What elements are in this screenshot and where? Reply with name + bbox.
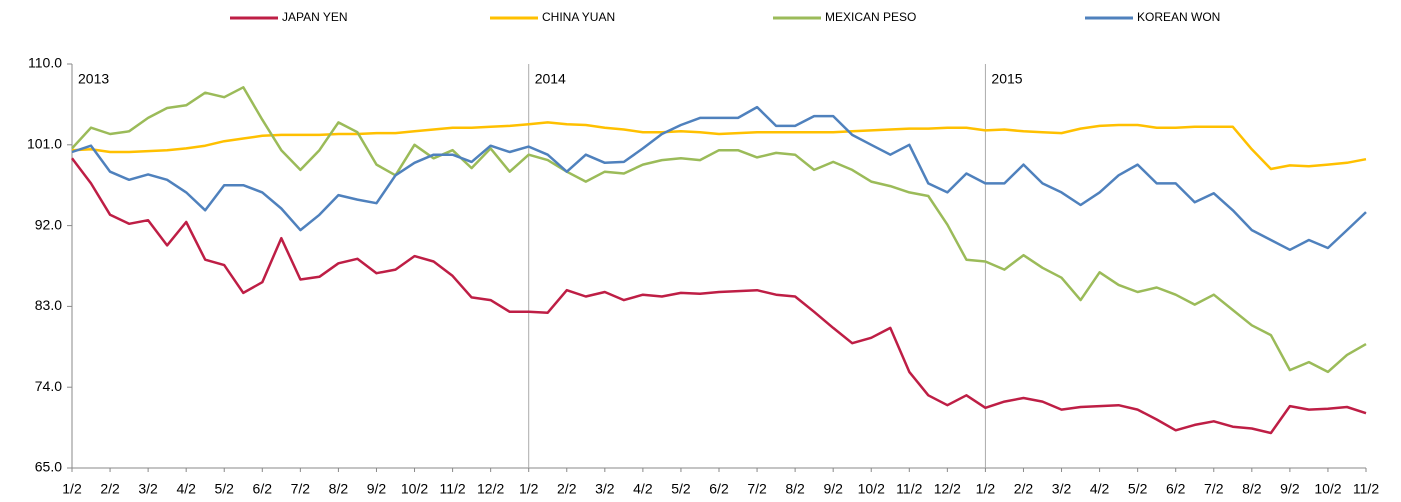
x-tick-label: 6/2 <box>709 481 729 497</box>
x-tick-label: 6/2 <box>253 481 273 497</box>
x-tick-label: 12/2 <box>934 481 961 497</box>
series-line <box>71 105 1367 252</box>
year-label: 2014 <box>535 71 566 87</box>
y-tick-label: 65.0 <box>35 459 62 475</box>
x-tick-label: 9/2 <box>1280 481 1300 497</box>
x-tick-label: 8/2 <box>1242 481 1262 497</box>
legend-label: JAPAN YEN <box>282 10 348 24</box>
x-tick-label: 9/2 <box>367 481 387 497</box>
series-line <box>71 121 1367 171</box>
y-tick-label: 101.0 <box>27 136 62 152</box>
x-tick-label: 12/2 <box>477 481 504 497</box>
year-label: 2015 <box>991 71 1022 87</box>
x-tick-label: 8/2 <box>329 481 349 497</box>
x-tick-label: 3/2 <box>138 481 158 497</box>
x-tick-label: 2/2 <box>100 481 120 497</box>
x-tick-label: 2/2 <box>1014 481 1034 497</box>
x-tick-label: 4/2 <box>176 481 196 497</box>
x-tick-label: 5/2 <box>215 481 235 497</box>
x-tick-label: 1/2 <box>976 481 996 497</box>
x-tick-label: 10/2 <box>1314 481 1341 497</box>
x-tick-label: 6/2 <box>1166 481 1186 497</box>
x-tick-label: 10/2 <box>401 481 428 497</box>
x-tick-label: 4/2 <box>1090 481 1110 497</box>
x-tick-label: 8/2 <box>785 481 805 497</box>
x-tick-label: 2/2 <box>557 481 577 497</box>
x-tick-label: 4/2 <box>633 481 653 497</box>
y-tick-label: 74.0 <box>35 378 62 394</box>
series-line <box>71 86 1367 374</box>
x-tick-label: 7/2 <box>1204 481 1224 497</box>
x-tick-label: 7/2 <box>747 481 767 497</box>
x-tick-label: 1/2 <box>62 481 82 497</box>
legend-label: CHINA YUAN <box>542 10 615 24</box>
legend-label: KOREAN WON <box>1137 10 1220 24</box>
x-tick-label: 11/2 <box>896 481 922 497</box>
x-tick-label: 7/2 <box>291 481 311 497</box>
legend-label: MEXICAN PESO <box>825 10 916 24</box>
x-tick-label: 11/2 <box>439 481 465 497</box>
year-label: 2013 <box>78 71 109 87</box>
y-tick-label: 92.0 <box>35 216 62 232</box>
x-tick-label: 1/2 <box>519 481 539 497</box>
x-tick-label: 5/2 <box>1128 481 1148 497</box>
series-line <box>71 157 1367 435</box>
y-tick-label: 83.0 <box>35 297 62 313</box>
x-tick-label: 10/2 <box>858 481 885 497</box>
x-tick-label: 11/2 <box>1353 481 1379 497</box>
y-tick-label: 110.0 <box>28 55 62 71</box>
x-tick-label: 3/2 <box>1052 481 1072 497</box>
x-tick-label: 3/2 <box>595 481 615 497</box>
x-tick-label: 9/2 <box>823 481 843 497</box>
x-tick-label: 5/2 <box>671 481 691 497</box>
